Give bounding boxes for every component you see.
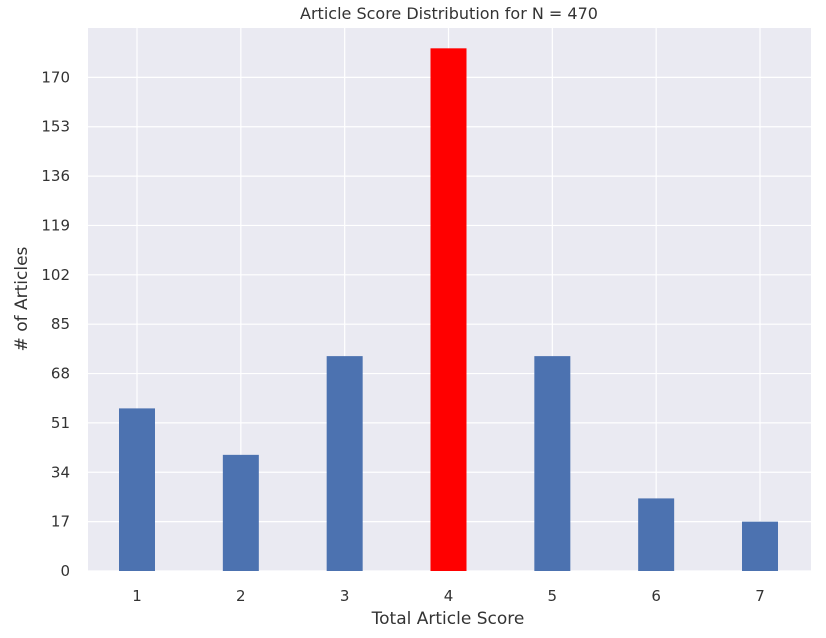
- bar-6: [638, 498, 675, 571]
- x-tick-label: 2: [236, 587, 246, 605]
- x-tick-label: 7: [755, 587, 765, 605]
- bar-5: [534, 356, 571, 571]
- y-tick-label: 17: [51, 513, 70, 531]
- y-axis-label: # of Articles: [12, 246, 32, 351]
- x-tick-labels: 1 2 3 4 5 6 7: [132, 587, 765, 605]
- y-tick-label: 119: [41, 216, 70, 234]
- y-tick-label: 34: [51, 463, 70, 481]
- x-axis-label: Total Article Score: [371, 609, 525, 629]
- bar-3: [326, 356, 363, 571]
- x-tick-label: 5: [548, 587, 558, 605]
- y-tick-label: 153: [41, 118, 70, 136]
- x-tick-label: 6: [651, 587, 661, 605]
- y-tick-label: 0: [60, 562, 70, 580]
- bars: [119, 48, 778, 572]
- y-tick-label: 51: [51, 414, 70, 432]
- bar-2: [222, 454, 259, 571]
- y-tick-labels: 0 17 34 51 68 85 102 119 136 153 170: [41, 68, 70, 580]
- y-tick-label: 85: [51, 315, 70, 333]
- y-tick-label: 136: [41, 167, 70, 185]
- chart-title: Article Score Distribution for N = 470: [300, 4, 598, 23]
- x-tick-label: 1: [132, 587, 142, 605]
- y-tick-label: 102: [41, 266, 70, 284]
- y-tick-label: 68: [51, 365, 70, 383]
- y-tick-label: 170: [41, 68, 70, 86]
- bar-7: [742, 521, 778, 571]
- x-tick-label: 4: [444, 587, 454, 605]
- x-tick-label: 3: [340, 587, 350, 605]
- bar-4: [430, 48, 467, 572]
- bar-1: [119, 408, 155, 571]
